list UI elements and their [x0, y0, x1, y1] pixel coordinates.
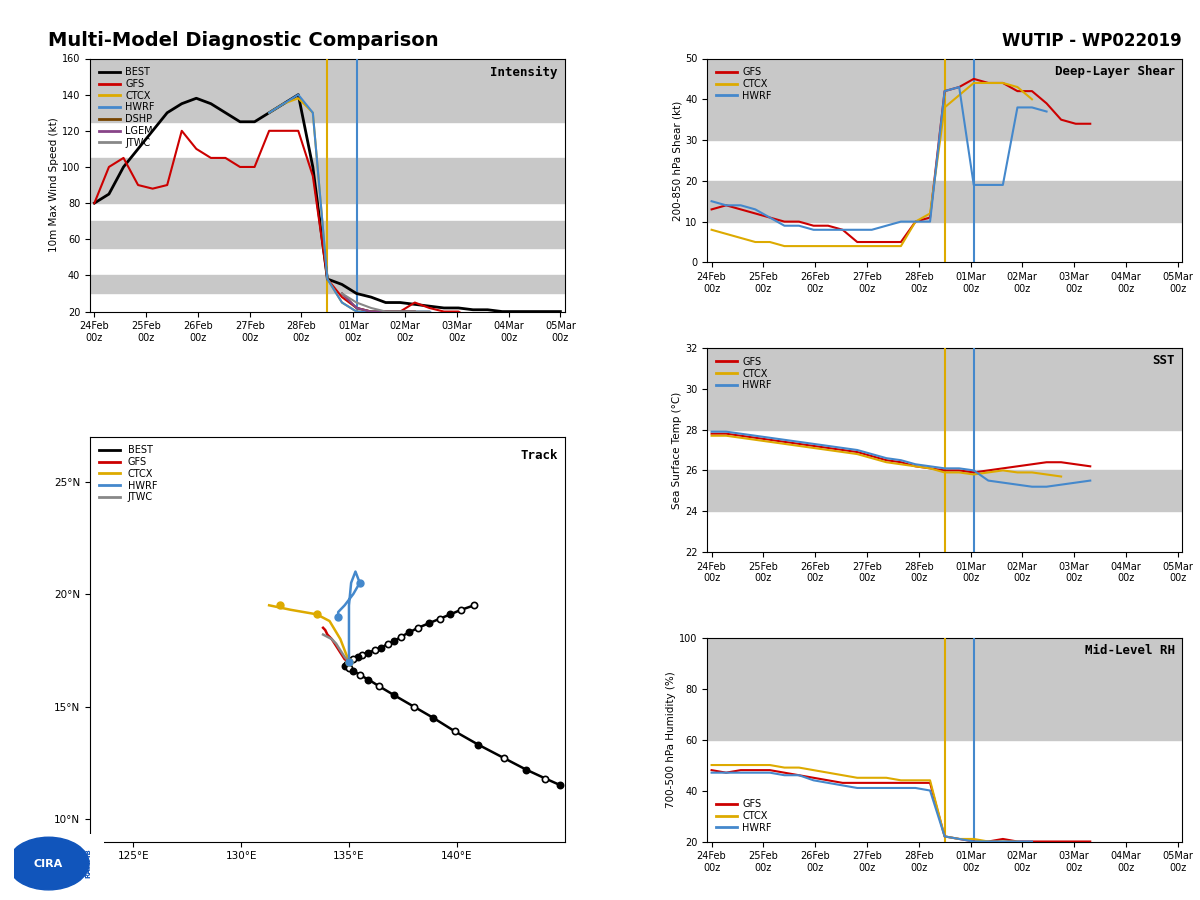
- Polygon shape: [0, 628, 68, 819]
- Circle shape: [8, 837, 89, 890]
- Y-axis label: 10m Max Wind Speed (kt): 10m Max Wind Speed (kt): [49, 118, 59, 252]
- Text: SST: SST: [1152, 355, 1175, 367]
- Legend: BEST, GFS, CTCX, HWRF, DSHP, LGEM, JTWC: BEST, GFS, CTCX, HWRF, DSHP, LGEM, JTWC: [95, 63, 158, 151]
- Bar: [90, 58, 565, 122]
- Bar: [90, 275, 565, 293]
- Legend: GFS, CTCX, HWRF: GFS, CTCX, HWRF: [712, 796, 775, 837]
- Y-axis label: Sea Surface Temp (°C): Sea Surface Temp (°C): [672, 392, 683, 508]
- Bar: [707, 58, 1182, 140]
- Y-axis label: 700-500 hPa Humidity (%): 700-500 hPa Humidity (%): [666, 671, 677, 808]
- Text: Deep-Layer Shear: Deep-Layer Shear: [1055, 65, 1175, 77]
- Text: Mid-Level RH: Mid-Level RH: [1085, 644, 1175, 657]
- Legend: BEST, GFS, CTCX, HWRF, JTWC: BEST, GFS, CTCX, HWRF, JTWC: [95, 441, 161, 506]
- Bar: [90, 158, 565, 203]
- Bar: [707, 348, 1182, 429]
- Text: CIRA: CIRA: [34, 859, 64, 868]
- Text: Intensity: Intensity: [490, 66, 558, 79]
- Bar: [90, 221, 565, 248]
- Y-axis label: 200-850 hPa Shear (kt): 200-850 hPa Shear (kt): [672, 100, 683, 220]
- Legend: GFS, CTCX, HWRF: GFS, CTCX, HWRF: [712, 63, 775, 104]
- Bar: [707, 181, 1182, 221]
- Text: Multi-Model Diagnostic Comparison: Multi-Model Diagnostic Comparison: [48, 32, 439, 50]
- Bar: [707, 637, 1182, 740]
- Text: Track: Track: [520, 449, 558, 462]
- Legend: GFS, CTCX, HWRF: GFS, CTCX, HWRF: [712, 353, 775, 394]
- Bar: [707, 471, 1182, 511]
- Text: RAMMB: RAMMB: [85, 849, 91, 878]
- Text: WUTIP - WP022019: WUTIP - WP022019: [1002, 32, 1182, 50]
